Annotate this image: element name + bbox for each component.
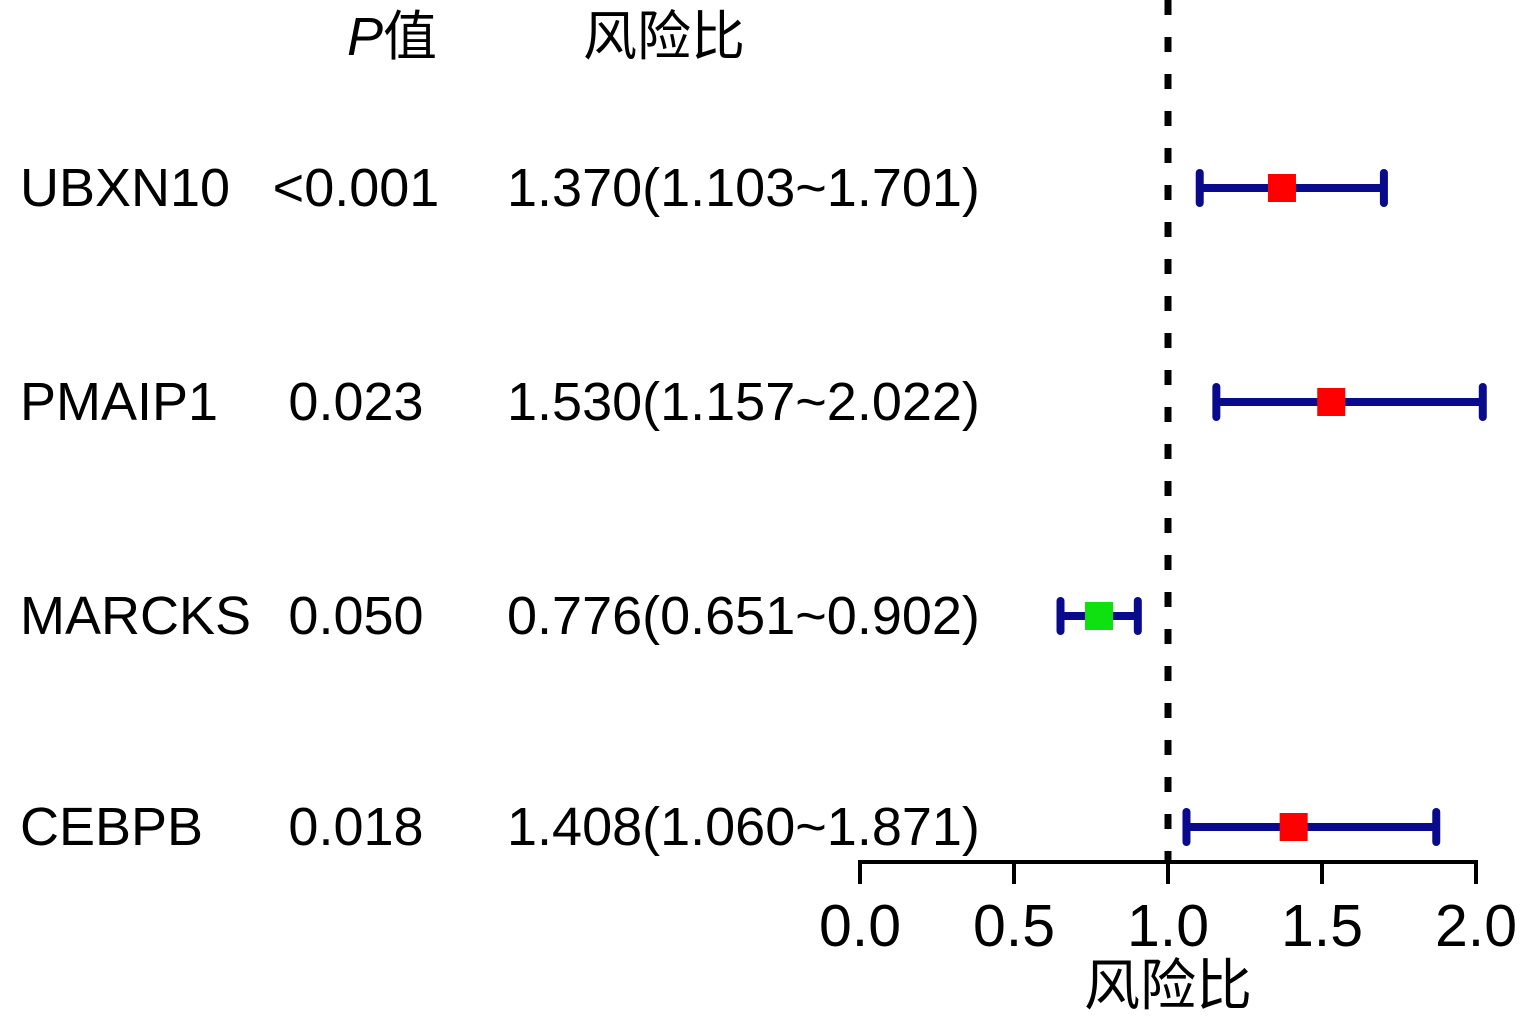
p-value: <0.001 [272, 158, 440, 218]
hazard-ratio-marker [1279, 813, 1308, 841]
x-axis-tick-label: 0.5 [972, 893, 1056, 959]
hazard-ratio-ci-text: 0.776(0.651~0.902) [507, 586, 980, 646]
gene-label: PMAIP1 [20, 372, 219, 432]
gene-label: MARCKS [20, 586, 252, 646]
p-value: 0.050 [288, 586, 424, 646]
x-axis-tick-label: 2.0 [1434, 893, 1518, 959]
hazard-ratio-column-header: 风险比 [583, 7, 745, 67]
hazard-ratio-marker [1085, 602, 1114, 630]
hazard-ratio-ci-text: 1.408(1.060~1.871) [507, 797, 980, 857]
hazard-ratio-marker [1317, 388, 1346, 416]
p-header-italic-part: P [347, 7, 384, 67]
p-header-suffix-part: 值 [383, 7, 438, 67]
p-value: 0.018 [288, 797, 424, 857]
x-axis-tick-label: 1.0 [1126, 893, 1210, 959]
hazard-ratio-ci-text: 1.530(1.157~2.022) [507, 372, 980, 432]
gene-label: UBXN10 [20, 158, 231, 218]
x-axis-tick-label: 1.5 [1280, 893, 1364, 959]
p-value: 0.023 [288, 372, 424, 432]
hazard-ratio-ci-text: 1.370(1.103~1.701) [507, 158, 980, 218]
x-axis-title: 风险比 [1084, 954, 1252, 1017]
gene-label: CEBPB [20, 797, 204, 857]
x-axis-tick-label: 0.0 [818, 893, 902, 959]
hazard-ratio-marker [1267, 174, 1296, 202]
p-value-column-header: P值 [347, 10, 437, 64]
